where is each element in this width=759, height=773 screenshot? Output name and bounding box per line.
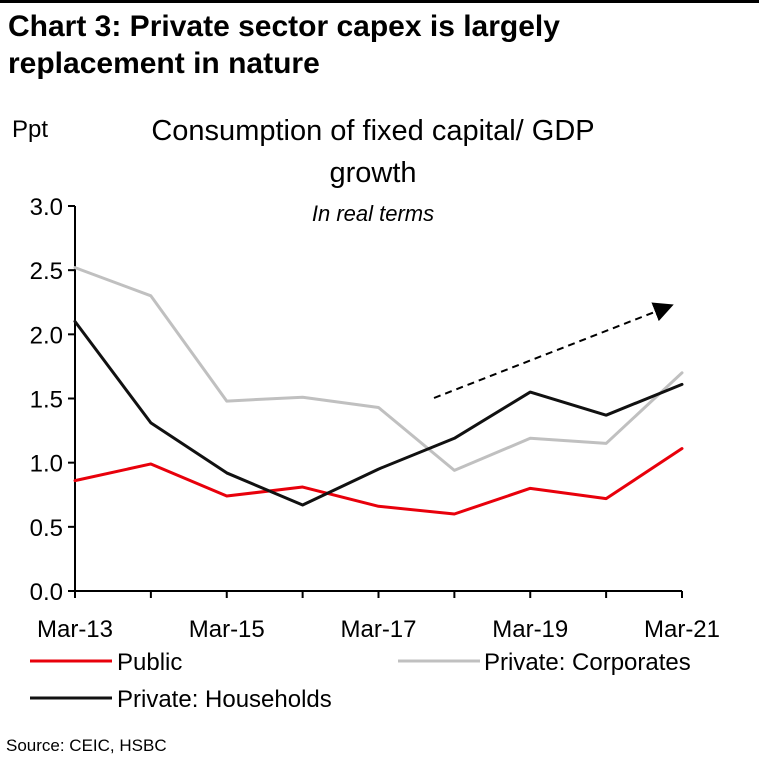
series-line-public [73, 447, 684, 516]
legend-label-public: Public [117, 649, 182, 676]
y-tick-label: 2.5 [30, 258, 63, 285]
y-axis-label: Ppt [12, 116, 48, 143]
source-note: Source: CEIC, HSBC [6, 736, 167, 755]
y-tick-label: 2.0 [30, 322, 63, 349]
x-tick-label: Mar-19 [492, 616, 568, 643]
x-tick-label: Mar-15 [189, 616, 265, 643]
y-tick-label: 0.5 [30, 515, 63, 542]
series-line-private-households [73, 320, 684, 507]
axes: 0.0 0.5 1.0 1.5 2.0 2.5 3.0 Mar-13 Mar-15 Mar-17 M… [30, 194, 720, 643]
y-tick-label: 3.0 [30, 194, 63, 221]
x-tick-label: Mar-13 [37, 616, 113, 643]
legend-label-corporates: Private: Corporates [484, 649, 691, 676]
legend-label-households: Private: Households [117, 686, 332, 713]
heading-line-1: Chart 3: Private sector capex is largely [8, 10, 560, 43]
legend: Public Private: Corporates Private: Hous… [30, 649, 691, 713]
top-rule [0, 0, 759, 3]
y-tick-label: 0.0 [30, 579, 63, 606]
trend-arrow [433, 302, 674, 399]
series-line-private-corporates [73, 266, 684, 472]
x-tick-label: Mar-21 [644, 616, 720, 643]
series-layer [73, 266, 684, 516]
chart-title-line-2: growth [329, 157, 416, 189]
chart-title-line-1: Consumption of fixed capital/ GDP [151, 115, 594, 147]
chart-heading: Chart 3: Private sector capex is largely… [8, 8, 748, 82]
y-tick-label: 1.5 [30, 387, 63, 414]
heading-line-2: replacement in nature [8, 47, 320, 80]
x-tick-label: Mar-17 [340, 616, 416, 643]
chart-subtitle: In real terms [312, 201, 434, 226]
y-tick-label: 1.0 [30, 451, 63, 478]
